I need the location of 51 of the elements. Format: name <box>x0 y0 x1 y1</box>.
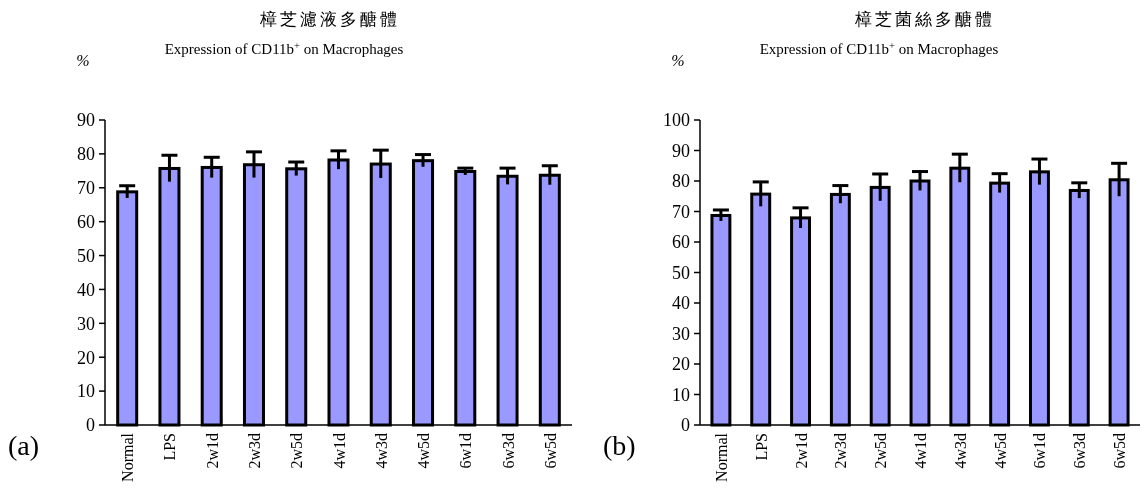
x-tick-label: 6w3d <box>499 433 517 469</box>
x-tick-label: 6w5d <box>541 433 559 469</box>
x-tick-label: 6w1d <box>1031 433 1049 469</box>
y-tick-label: 80 <box>672 171 690 192</box>
x-tick-label: 2w5d <box>288 433 306 469</box>
y-tick-label: 70 <box>77 178 95 199</box>
x-tick-label: Normal <box>712 432 730 482</box>
x-tick-label: 4w1d <box>330 433 348 469</box>
x-tick-label: 6w3d <box>1071 433 1089 469</box>
x-tick-label: 2w1d <box>203 433 221 469</box>
y-axis-title: % <box>76 52 90 69</box>
x-tick-label: Normal <box>119 432 137 482</box>
x-tick-label: 4w1d <box>912 433 929 469</box>
chart-title: 樟芝濾液多醣體 <box>259 10 400 29</box>
y-tick-label: 70 <box>672 201 690 222</box>
y-tick-label: 30 <box>77 313 95 334</box>
y-tick-label: 50 <box>77 245 95 266</box>
x-tick-label: 2w5d <box>872 433 890 469</box>
x-tick-label: 4w5d <box>415 433 433 469</box>
y-axis-title: % <box>671 52 685 69</box>
y-tick-label: 90 <box>77 110 95 131</box>
y-tick-label: 0 <box>681 415 690 436</box>
text: (a) <box>8 430 40 461</box>
y-tick-label: 80 <box>77 144 95 165</box>
y-tick-label: 60 <box>77 211 95 232</box>
x-tick-label: 2w3d <box>245 433 263 469</box>
y-tick-label: 40 <box>672 293 690 314</box>
x-tick-label: 4w3d <box>372 433 390 469</box>
x-tick-label: 2w1d <box>792 433 810 469</box>
y-tick-label: 30 <box>672 323 690 344</box>
chart-subtitle: Expression of CD11b$^{+}$ on Macrophages <box>164 39 404 57</box>
chart-title: 樟芝菌絲多醣體 <box>854 10 995 29</box>
x-tick-label: LPS <box>161 433 179 461</box>
x-tick-label: 6w5d <box>1111 433 1129 469</box>
y-tick-label: 100 <box>663 110 690 131</box>
y-tick-label: 90 <box>672 140 690 161</box>
y-tick-label: 20 <box>672 354 690 375</box>
x-tick-label: 4w5d <box>991 433 1009 469</box>
y-tick-label: 50 <box>672 262 690 283</box>
x-tick-label: 2w3d <box>832 433 850 469</box>
y-tick-label: 40 <box>77 279 95 300</box>
y-tick-label: 60 <box>672 232 690 253</box>
y-tick-label: 10 <box>77 381 95 402</box>
y-tick-label: 10 <box>672 384 690 405</box>
chart-subtitle: Expression of CD11b$^{+}$ on Macrophages <box>759 39 999 57</box>
x-tick-label: 6w1d <box>457 433 475 469</box>
text: (b) <box>603 430 636 461</box>
x-tick-label: LPS <box>752 433 770 461</box>
y-tick-label: 0 <box>86 415 95 436</box>
x-tick-label: 4w3d <box>951 433 969 469</box>
y-tick-label: 20 <box>77 347 95 368</box>
